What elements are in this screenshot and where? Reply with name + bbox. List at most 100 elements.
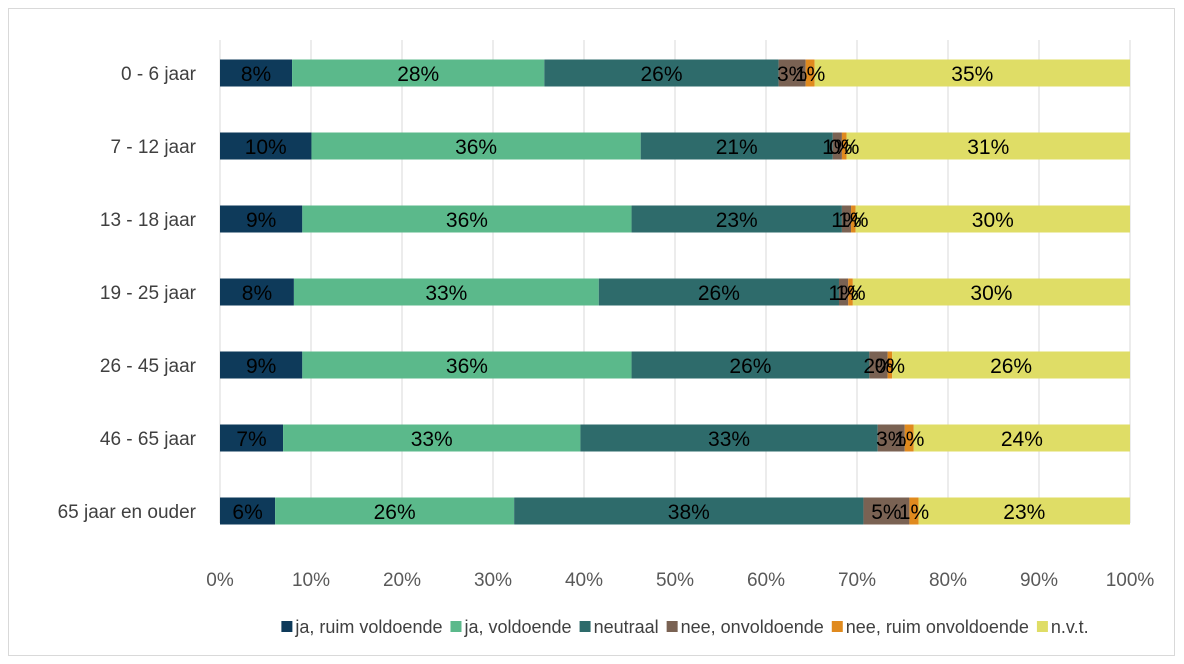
bar-segment (877, 424, 905, 452)
x-tick-label: 100% (1106, 570, 1155, 591)
data-label: 33% (425, 282, 467, 305)
bar-segment (220, 351, 303, 379)
bar-segment (841, 132, 847, 160)
legend-label: neutraal (594, 617, 659, 637)
bars: 8% 28% 26% 3%1% 35%10% 36% 21% 1%0% 31%9% 36% 23% 1… (220, 59, 1130, 525)
data-label: 36% (446, 355, 488, 378)
bar-segment (848, 278, 853, 306)
data-label: 35% (951, 63, 993, 86)
bar-segment (292, 59, 545, 87)
bar-segment (863, 497, 910, 525)
legend-label: nee, onvoldoende (681, 617, 824, 637)
legend-swatch (666, 621, 678, 632)
data-label: 1% (838, 209, 868, 232)
data-label: 33% (708, 428, 750, 451)
category-label: 26 - 45 jaar (100, 356, 197, 377)
data-label: 1% (899, 501, 929, 524)
bar-segment (220, 132, 312, 160)
bar-segment (283, 424, 581, 452)
bar-segment (311, 132, 641, 160)
data-label: 33% (411, 428, 453, 451)
bar-segment (805, 59, 815, 87)
data-label: 26% (640, 63, 682, 86)
bar-segment (640, 132, 833, 160)
x-tick-label: 70% (838, 570, 876, 591)
bar-segment (909, 497, 919, 525)
bar-segment (846, 132, 1130, 160)
category-label: 46 - 65 jaar (100, 429, 197, 450)
data-label: 1% (828, 282, 858, 305)
bar-segment (855, 205, 1130, 233)
bar-segment (892, 351, 1130, 379)
data-label: 38% (668, 501, 710, 524)
data-label: 31% (967, 136, 1009, 159)
category-label: 0 - 6 jaar (121, 64, 197, 85)
bar-segment (887, 351, 893, 379)
x-tick-label: 80% (929, 570, 967, 591)
data-label: 10% (245, 136, 287, 159)
data-label: 3% (876, 428, 906, 451)
legend-swatch (1036, 621, 1048, 632)
data-label: 9% (246, 355, 276, 378)
legend-label: n.v.t. (1051, 617, 1089, 637)
bar-segment (220, 59, 293, 87)
data-label: 26% (729, 355, 771, 378)
bar-segment (631, 351, 870, 379)
data-label: 1% (835, 282, 865, 305)
data-label: 1% (795, 63, 825, 86)
data-label: 21% (716, 136, 758, 159)
category-label: 7 - 12 jaar (110, 137, 196, 158)
data-label: 30% (970, 282, 1012, 305)
bar-segment (852, 278, 1130, 306)
data-label: 26% (374, 501, 416, 524)
data-label: 36% (455, 136, 497, 159)
data-label: 30% (972, 209, 1014, 232)
bar-segment (580, 424, 878, 452)
bar-segment (220, 205, 303, 233)
data-label: 2% (863, 355, 893, 378)
x-tick-label: 30% (474, 570, 512, 591)
data-label: 26% (990, 355, 1032, 378)
data-label: 1% (831, 209, 861, 232)
data-label: 0% (829, 136, 859, 159)
legend-label: ja, voldoende (463, 617, 571, 637)
bar-segment (904, 424, 914, 452)
bar-segment (302, 205, 632, 233)
x-tick-label: 90% (1020, 570, 1058, 591)
data-label: 23% (716, 209, 758, 232)
bar-segment (838, 278, 849, 306)
data-label: 24% (1001, 428, 1043, 451)
legend-swatch (450, 621, 462, 632)
data-label: 1% (822, 136, 852, 159)
data-label: 6% (232, 501, 262, 524)
legend-swatch (579, 621, 591, 632)
x-tick-label: 10% (292, 570, 330, 591)
x-tick-label: 20% (383, 570, 421, 591)
data-label: 23% (1003, 501, 1045, 524)
bar-segment (851, 205, 856, 233)
data-label: 36% (446, 209, 488, 232)
legend-label: nee, ruim onvoldoende (846, 617, 1029, 637)
bar-segment (514, 497, 864, 525)
bar-segment (913, 424, 1130, 452)
data-label: 0% (875, 355, 905, 378)
data-label: 3% (777, 63, 807, 86)
data-label: 8% (242, 282, 272, 305)
x-tick-label: 60% (747, 570, 785, 591)
legend: ja, ruim voldoende ja, voldoende neutraal n… (281, 617, 1089, 637)
bar-segment (918, 497, 1130, 525)
x-tick-label: 40% (565, 570, 603, 591)
data-label: 8% (241, 63, 271, 86)
bar-segment (631, 205, 842, 233)
legend-swatch (281, 621, 293, 632)
bar-segment (220, 497, 276, 525)
category-labels: 0 - 6 jaar 7 - 12 jaar 13 - 18 jaar 19 - 25… (58, 64, 197, 523)
chart-frame (8, 8, 1175, 656)
bar-segment (275, 497, 515, 525)
category-label: 19 - 25 jaar (100, 283, 197, 304)
category-label: 13 - 18 jaar (100, 210, 197, 231)
data-label: 26% (698, 282, 740, 305)
data-label: 5% (871, 501, 901, 524)
data-label: 9% (246, 209, 276, 232)
